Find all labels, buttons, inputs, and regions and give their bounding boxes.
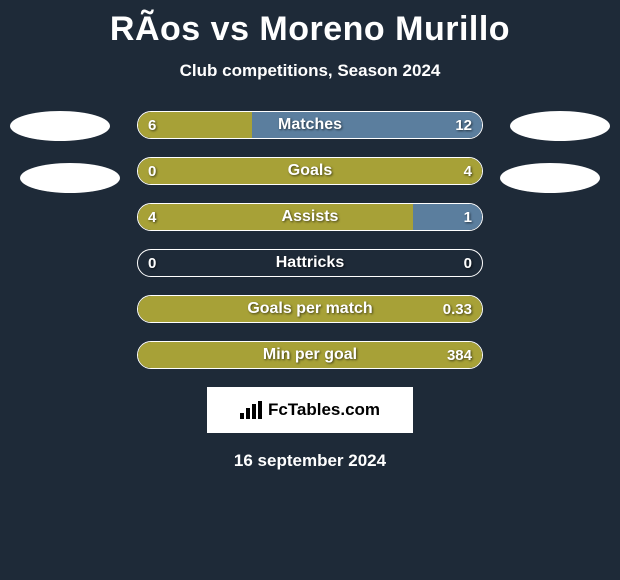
stat-bars: Matches612Goals04Assists41Hattricks00Goa… — [137, 111, 483, 369]
stat-value-right: 384 — [447, 342, 472, 368]
stat-row: Min per goal384 — [137, 341, 483, 369]
stat-value-right: 0 — [464, 250, 472, 276]
stat-label: Min per goal — [138, 342, 482, 368]
stat-label: Goals — [138, 158, 482, 184]
stat-label: Hattricks — [138, 250, 482, 276]
player1-avatar-shape — [20, 163, 120, 193]
page-subtitle: Club competitions, Season 2024 — [0, 61, 620, 81]
brand-badge: FcTables.com — [207, 387, 413, 433]
brand-label: FcTables.com — [268, 400, 380, 420]
stat-value-left: 6 — [148, 112, 156, 138]
stat-row: Assists4 1 — [137, 203, 483, 231]
stat-label: Matches — [138, 112, 482, 138]
stat-value-left: 4 — [148, 204, 156, 230]
stat-row: Goals0 4 — [137, 157, 483, 185]
stat-value-left: 0 — [148, 250, 156, 276]
stat-value-right: 0.33 — [443, 296, 472, 322]
stat-row: Hattricks0 0 — [137, 249, 483, 277]
date-label: 16 september 2024 — [0, 451, 620, 471]
stat-label: Goals per match — [138, 296, 482, 322]
stat-value-left: 0 — [148, 158, 156, 184]
stat-value-right: 4 — [464, 158, 472, 184]
player1-avatar-shape — [10, 111, 110, 141]
stat-row: Goals per match0.33 — [137, 295, 483, 323]
stat-value-right: 1 — [464, 204, 472, 230]
comparison-chart: Matches612Goals04Assists41Hattricks00Goa… — [0, 111, 620, 369]
chart-icon — [240, 401, 262, 419]
page-title: RÃos vs Moreno Murillo — [0, 0, 620, 49]
stat-row: Matches6 12 — [137, 111, 483, 139]
player2-avatar-shape — [510, 111, 610, 141]
stat-label: Assists — [138, 204, 482, 230]
player2-avatar-shape — [500, 163, 600, 193]
stat-value-right: 12 — [455, 112, 472, 138]
